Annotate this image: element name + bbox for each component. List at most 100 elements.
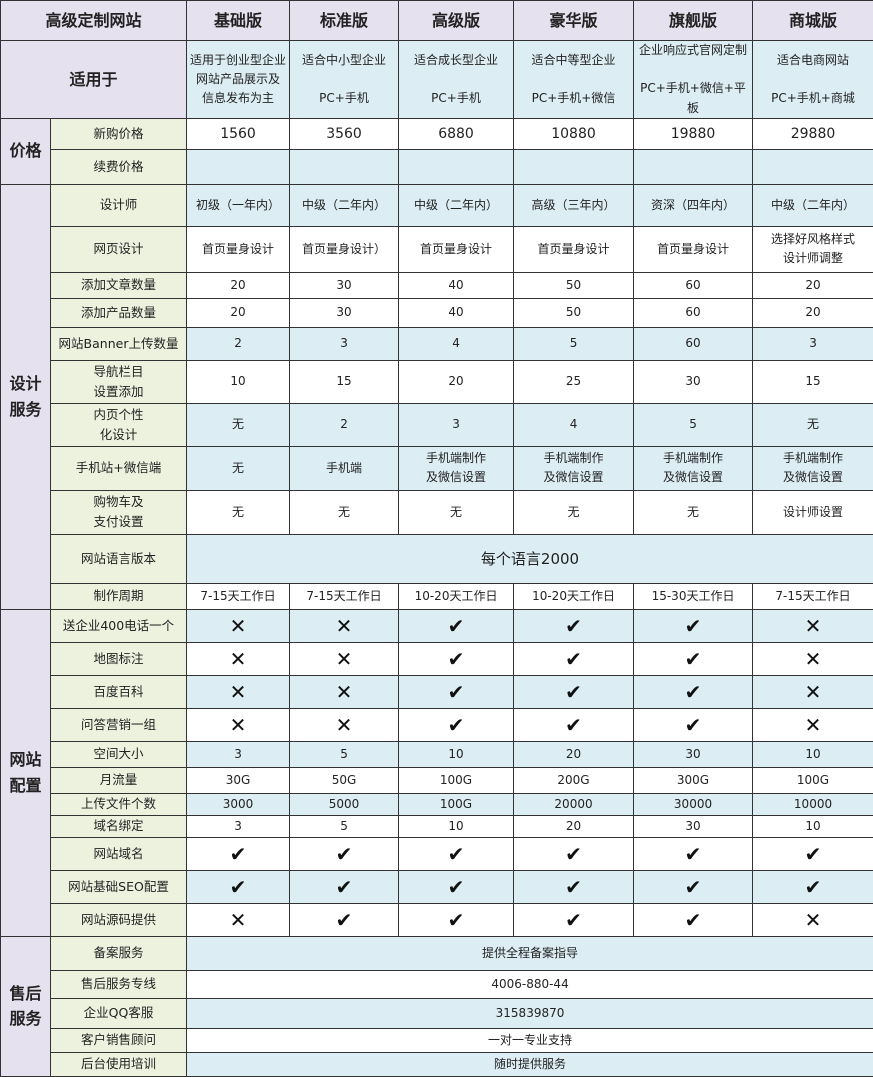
cell: 2	[290, 403, 399, 446]
cell: 无	[187, 446, 290, 490]
cell: ✔	[514, 870, 634, 903]
cross-icon: ✕	[230, 908, 247, 932]
cell: ✔	[290, 903, 399, 936]
row-label: 续费价格	[51, 149, 187, 184]
cell: ✕	[290, 708, 399, 741]
cell: 10-20天工作日	[399, 583, 514, 609]
cell	[634, 149, 753, 184]
cell: 1560	[187, 118, 290, 149]
cell: 手机端制作 及微信设置	[514, 446, 634, 490]
cell: 手机端制作 及微信设置	[634, 446, 753, 490]
table-row: 手机站+微信端无手机端手机端制作 及微信设置手机端制作 及微信设置手机端制作 及…	[1, 446, 873, 490]
cell: ✔	[634, 870, 753, 903]
cell: ✔	[634, 609, 753, 642]
cell: 7-15天工作日	[753, 583, 873, 609]
check-icon: ✔	[336, 908, 353, 932]
cell: 3	[290, 327, 399, 360]
check-icon: ✔	[448, 713, 465, 737]
plan-header: 高级版	[399, 1, 514, 41]
cell: 无	[634, 490, 753, 534]
suitable-cell: 适合电商网站 PC+手机+商城	[753, 41, 873, 119]
row-label: 制作周期	[51, 583, 187, 609]
check-icon: ✔	[448, 908, 465, 932]
cell: 高级（三年内）	[514, 184, 634, 226]
row-label: 域名绑定	[51, 815, 187, 837]
cell: ✔	[634, 903, 753, 936]
cell: ✕	[290, 675, 399, 708]
cell: ✕	[753, 708, 873, 741]
row-label: 空间大小	[51, 741, 187, 767]
merged-value: 提供全程备案指导	[187, 936, 873, 970]
cell: ✔	[634, 675, 753, 708]
cell: 无	[514, 490, 634, 534]
cell: ✕	[753, 903, 873, 936]
check-icon: ✔	[448, 647, 465, 671]
cell: 60	[634, 272, 753, 298]
cell: 无	[753, 403, 873, 446]
cell: ✔	[399, 642, 514, 675]
check-icon: ✔	[805, 875, 822, 899]
suitable-label: 适用于	[1, 41, 187, 119]
cell: ✕	[753, 642, 873, 675]
cell: ✕	[290, 609, 399, 642]
cell: 20	[753, 298, 873, 327]
cell: 5	[290, 741, 399, 767]
cell	[290, 149, 399, 184]
cell: ✕	[187, 903, 290, 936]
cell: 无	[399, 490, 514, 534]
cell: 初级（一年内）	[187, 184, 290, 226]
cell: 30	[290, 298, 399, 327]
cell: ✔	[753, 837, 873, 870]
row-label: 备案服务	[51, 936, 187, 970]
cell: 7-15天工作日	[290, 583, 399, 609]
cell: ✔	[634, 642, 753, 675]
row-label: 网站基础SEO配置	[51, 870, 187, 903]
merged-value: 随时提供服务	[187, 1052, 873, 1076]
check-icon: ✔	[685, 614, 702, 638]
cell: ✔	[514, 642, 634, 675]
row-label: 月流量	[51, 767, 187, 793]
check-icon: ✔	[565, 875, 582, 899]
cell: 中级（二年内）	[290, 184, 399, 226]
table-row: 网页设计首页量身设计首页量身设计）首页量身设计首页量身设计首页量身设计选择好风格…	[1, 226, 873, 272]
merged-value: 一对一专业支持	[187, 1028, 873, 1052]
table-row: 设计 服务设计师初级（一年内）中级（二年内）中级（二年内）高级（三年内）资深（四…	[1, 184, 873, 226]
cell: 60	[634, 298, 753, 327]
cross-icon: ✕	[230, 680, 247, 704]
cross-icon: ✕	[336, 713, 353, 737]
cell: 20	[187, 272, 290, 298]
cell: ✔	[399, 903, 514, 936]
cross-icon: ✕	[805, 680, 822, 704]
table-row: 后台使用培训随时提供服务	[1, 1052, 873, 1076]
row-label: 内页个性 化设计	[51, 403, 187, 446]
cell: 20000	[514, 793, 634, 815]
cell: 100G	[753, 767, 873, 793]
cell: 首页量身设计	[187, 226, 290, 272]
cell: 50	[514, 298, 634, 327]
cell: 资深（四年内）	[634, 184, 753, 226]
check-icon: ✔	[685, 713, 702, 737]
cell: 首页量身设计	[399, 226, 514, 272]
cross-icon: ✕	[230, 614, 247, 638]
merged-value: 每个语言2000	[187, 534, 873, 583]
cell: 5	[634, 403, 753, 446]
cell: 20	[514, 815, 634, 837]
check-icon: ✔	[565, 614, 582, 638]
row-label: 设计师	[51, 184, 187, 226]
cross-icon: ✕	[805, 614, 822, 638]
row-label: 网站语言版本	[51, 534, 187, 583]
row-label: 手机站+微信端	[51, 446, 187, 490]
cell: ✔	[187, 870, 290, 903]
cell: 30	[634, 815, 753, 837]
cell: ✕	[187, 708, 290, 741]
cross-icon: ✕	[336, 680, 353, 704]
suitable-cell: 企业响应式官网定制 PC+手机+微信+平板	[634, 41, 753, 119]
cell: 手机端制作 及微信设置	[399, 446, 514, 490]
check-icon: ✔	[336, 875, 353, 899]
